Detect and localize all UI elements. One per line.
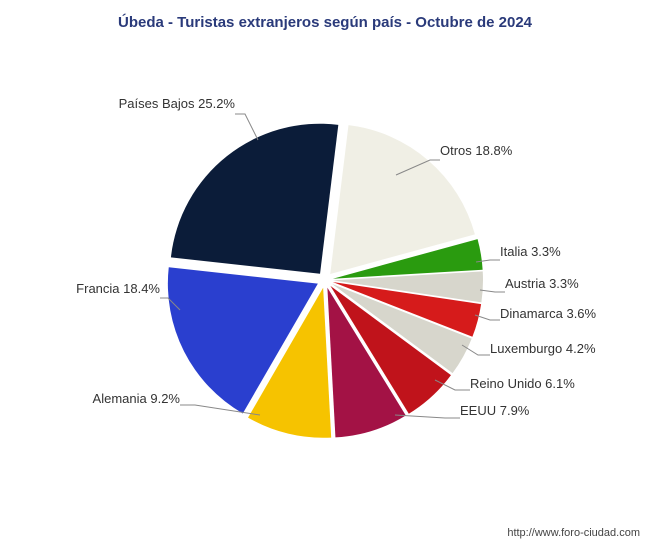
leader-line [480,290,505,292]
slice-label: Francia 18.4% [76,281,160,296]
leader-line [475,315,500,320]
slice-label: Países Bajos 25.2% [119,96,235,111]
leader-line [180,405,260,415]
credit-link[interactable]: http://www.foro-ciudad.com [507,527,640,539]
slice-label: Austria 3.3% [505,276,579,291]
slice-label: EEUU 7.9% [460,403,529,418]
slice-label: Otros 18.8% [440,143,512,158]
slice-label: Luxemburgo 4.2% [490,341,596,356]
pie-chart [0,0,650,550]
slice-label: Dinamarca 3.6% [500,306,596,321]
slice-label: Italia 3.3% [500,244,561,259]
leader-line [235,114,258,140]
slice-label: Reino Unido 6.1% [470,376,575,391]
pie-slice [171,124,338,274]
leader-line [395,415,460,418]
slice-label: Alemania 9.2% [93,391,180,406]
